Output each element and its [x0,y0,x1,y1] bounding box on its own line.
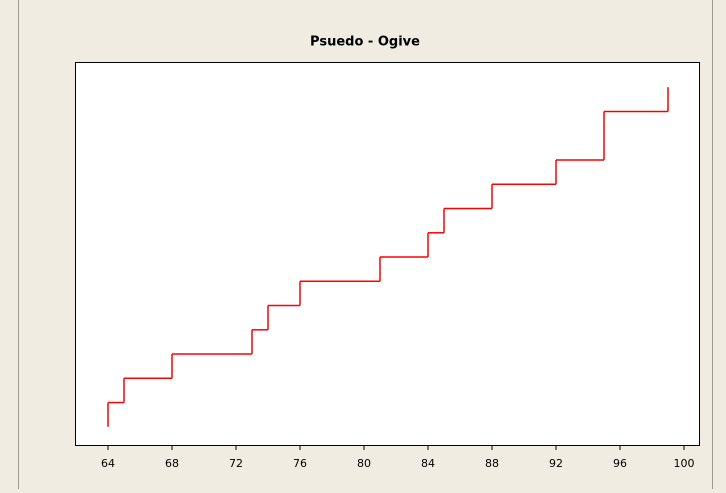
x-tick-label: 80 [357,457,371,470]
x-tick-label: 72 [229,457,243,470]
x-tick-label: 88 [485,457,499,470]
x-tick-label: 96 [613,457,627,470]
x-tick-label: 92 [549,457,563,470]
x-tick-label: 68 [165,457,179,470]
x-tick-label: 84 [421,457,435,470]
plot-area [75,62,700,446]
x-tick-label: 64 [101,457,115,470]
chart-title: Psuedo - Ogive [310,35,420,50]
x-tick-label: 100 [674,457,695,470]
x-tick-label: 76 [293,457,307,470]
